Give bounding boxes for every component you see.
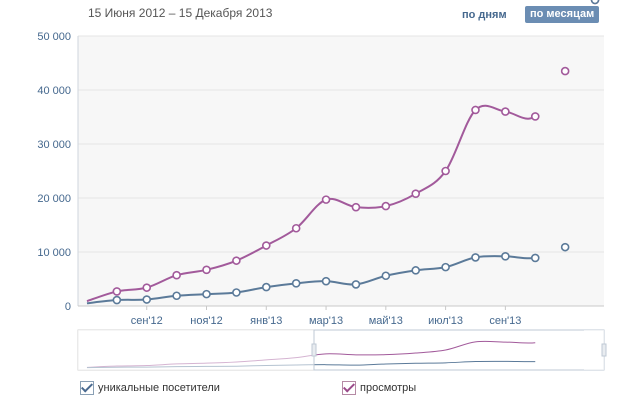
- date-range[interactable]: 15 Июня 2012 – 15 Декабря 2013: [88, 6, 273, 20]
- data-point: [590, 0, 600, 5]
- x-tick-label: янв'13: [250, 315, 282, 327]
- data-point: [142, 283, 152, 292]
- legend-visitors-label: уникальные посетители: [98, 382, 220, 394]
- navigator-left-handle: [311, 343, 317, 357]
- data-point: [381, 201, 391, 211]
- y-tick-label: 30 000: [37, 139, 71, 151]
- grid-lines: [77, 35, 604, 307]
- toggle-by-months[interactable]: по месяцам: [525, 6, 600, 23]
- y-tick-label: 0: [65, 301, 71, 313]
- data-point: [172, 291, 181, 301]
- y-tick-label: 20 000: [37, 193, 71, 205]
- x-tick-label: июл'13: [428, 315, 463, 327]
- x-tick-label: сен'13: [489, 315, 521, 327]
- y-tick-label: 40 000: [37, 85, 71, 97]
- visitors-checkbox[interactable]: [80, 381, 94, 395]
- data-point: [291, 279, 301, 288]
- data-point: [202, 265, 211, 275]
- data-point: [530, 112, 540, 121]
- x-axis: сен'12 ноя'12 янв'13 мар'13 май'13 июл'13 сен'…: [78, 305, 604, 327]
- navigator-mask: [78, 330, 314, 370]
- data-point: [142, 295, 152, 304]
- x-tick-label: мар'13: [309, 315, 343, 327]
- data-point: [291, 223, 301, 233]
- data-point: [351, 280, 361, 289]
- data-point: [321, 276, 331, 286]
- data-point: [411, 189, 421, 198]
- y-tick-label: 50 000: [37, 31, 71, 43]
- legend-views-toggle[interactable]: просмотры: [342, 381, 416, 395]
- data-point: [232, 288, 241, 297]
- views-checkbox[interactable]: [342, 381, 356, 395]
- plot-background: [78, 36, 604, 306]
- data-point: [501, 252, 510, 261]
- data-point: [381, 271, 391, 281]
- series-line: [86, 255, 536, 305]
- data-point: [232, 256, 241, 265]
- x-tick-label: май'13: [369, 315, 403, 327]
- toggle-by-days[interactable]: по дням: [462, 9, 507, 21]
- range-navigator[interactable]: [77, 329, 607, 371]
- x-tick-label: сен'12: [131, 315, 163, 327]
- data-point: [441, 262, 450, 272]
- data-point: [112, 295, 122, 305]
- navigator-right-mask: [584, 330, 604, 370]
- data-point: [441, 166, 450, 176]
- y-axis: 0 10 000 20 000 30 000 40 000 50 000: [37, 31, 71, 313]
- data-point: [351, 202, 361, 212]
- data-point: [112, 287, 122, 296]
- data-point: [471, 105, 480, 115]
- data-point: [172, 270, 181, 280]
- data-point: [411, 266, 421, 275]
- data-point: [501, 107, 510, 116]
- data-point: [471, 253, 480, 262]
- series-line: [86, 104, 536, 303]
- data-point: [530, 253, 540, 263]
- data-point: [321, 195, 331, 204]
- data-point: [261, 241, 271, 250]
- legend-views-label: просмотры: [360, 382, 417, 394]
- legend-visitors-toggle[interactable]: уникальные посетители: [80, 381, 220, 395]
- x-tick-label: ноя'12: [190, 315, 222, 327]
- data-point: [261, 282, 271, 292]
- data-point: [560, 66, 570, 76]
- series-layer: [86, 0, 600, 305]
- data-point: [202, 289, 211, 299]
- data-point: [560, 242, 570, 252]
- y-tick-label: 10 000: [37, 247, 71, 259]
- navigator-right-handle: [601, 343, 607, 357]
